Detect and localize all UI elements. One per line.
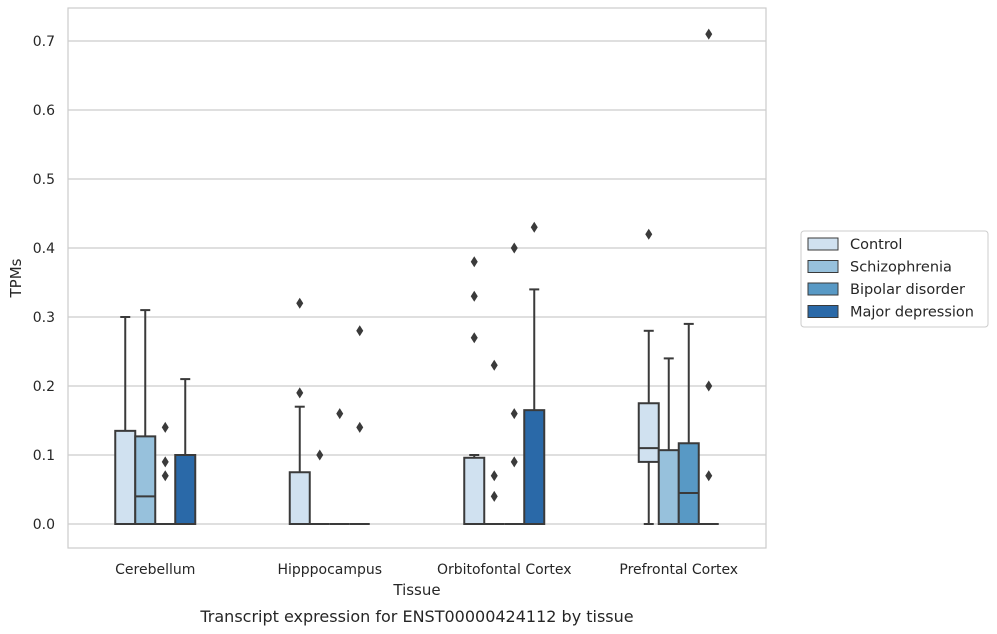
y-tick-label: 0.3 <box>33 310 55 326</box>
y-tick-label: 0.2 <box>33 379 55 395</box>
box-bipolar-disorder <box>329 408 350 525</box>
box-major-depression <box>698 28 719 525</box>
legend-swatch <box>807 282 839 296</box>
box-control <box>288 297 311 525</box>
box-control <box>463 256 486 526</box>
y-tick-label: 0.6 <box>33 103 55 119</box>
outlier-point <box>510 408 518 420</box>
outlier-point <box>705 380 713 392</box>
legend: Control Schizophrenia Bipolar disorder Majo… <box>800 230 989 328</box>
box-major-depression <box>523 221 546 525</box>
legend-label: Schizophrenia <box>850 260 952 276</box>
box-body <box>523 409 546 525</box>
outlier-point <box>470 332 478 344</box>
box-schizophrenia <box>134 309 157 525</box>
box-body <box>637 402 660 463</box>
outlier-point <box>530 221 538 233</box>
legend-label: Control <box>850 237 902 253</box>
box-body <box>677 442 700 525</box>
box-major-depression <box>349 325 370 525</box>
y-tick-label: 0.0 <box>33 517 55 533</box>
box-body <box>134 435 157 525</box>
legend-swatch <box>807 305 839 318</box>
box-body <box>114 429 137 526</box>
y-axis-label: TPMs <box>7 258 25 298</box>
x-axis-label: Tissue <box>392 581 440 599</box>
outlier-point <box>490 490 498 502</box>
chart-caption: Transcript expression for ENST0000042411… <box>199 607 633 626</box>
outlier-point <box>161 470 169 482</box>
outlier-point <box>356 421 364 433</box>
box-bipolar-disorder <box>155 421 176 525</box>
outlier-point <box>356 325 364 337</box>
outlier-point <box>705 470 713 482</box>
outlier-point <box>510 242 518 254</box>
box-bipolar-disorder <box>504 242 525 525</box>
outlier-point <box>490 359 498 371</box>
box-body <box>174 454 197 525</box>
outlier-point <box>316 449 324 461</box>
x-tick-labels: Cerebellum Hipppocampus Orbitofontal Corte… <box>115 562 738 578</box>
x-tick-label: Prefrontal Cortex <box>619 562 738 578</box>
outlier-point <box>490 470 498 482</box>
outlier-point <box>296 297 304 309</box>
y-tick-label: 0.7 <box>33 34 55 50</box>
box-bipolar-disorder <box>677 322 700 525</box>
box-control <box>637 228 660 525</box>
box-schizophrenia <box>657 357 680 526</box>
box-major-depression <box>174 378 197 525</box>
box-body <box>463 456 486 526</box>
y-tick-label: 0.1 <box>33 448 55 464</box>
outlier-point <box>470 290 478 302</box>
outlier-point <box>161 421 169 433</box>
outlier-point <box>161 456 169 468</box>
box-body <box>657 449 680 526</box>
legend-label: Bipolar disorder <box>850 282 965 298</box>
outlier-point <box>645 228 653 240</box>
x-tick-label: Orbitofontal Cortex <box>437 562 572 578</box>
box-schizophrenia <box>484 359 505 525</box>
box-schizophrenia <box>309 449 330 525</box>
legend-label: Major depression <box>850 305 974 321</box>
boxes <box>114 28 719 526</box>
outlier-point <box>705 28 713 40</box>
plot-frame <box>67 7 767 549</box>
legend-swatch <box>807 237 839 251</box>
y-tick-labels: 0.0 0.1 0.2 0.3 0.4 0.5 0.6 0.7 <box>33 34 55 533</box>
legend-frame <box>800 230 989 328</box>
y-tick-label: 0.4 <box>33 241 55 257</box>
box-control <box>114 316 137 526</box>
y-tick-label: 0.5 <box>33 172 55 188</box>
legend-swatch <box>807 260 839 273</box>
outlier-point <box>470 256 478 268</box>
outlier-point <box>296 387 304 399</box>
box-body <box>288 471 311 525</box>
x-tick-label: Hipppocampus <box>277 562 382 578</box>
outlier-point <box>510 456 518 468</box>
x-tick-label: Cerebellum <box>115 562 195 578</box>
outlier-point <box>336 408 344 420</box>
